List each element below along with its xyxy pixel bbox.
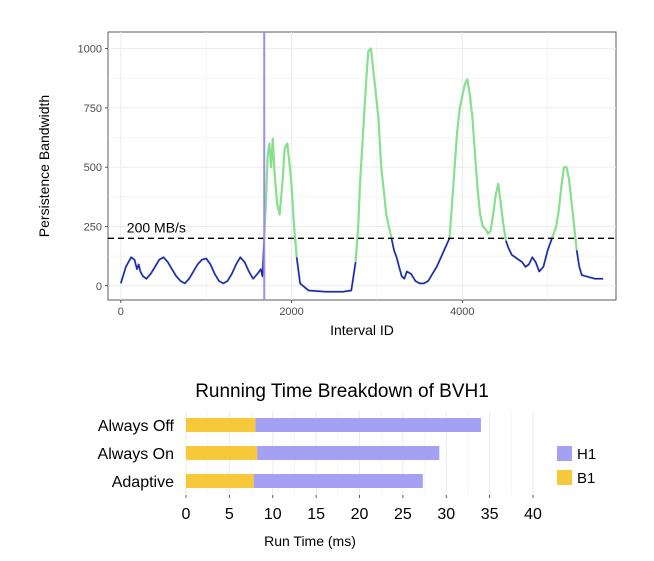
y-tick-label: 0 <box>96 281 102 293</box>
x-axis-title: Interval ID <box>330 322 394 338</box>
bar-x-tick-label: 0 <box>182 506 191 523</box>
series-line-low <box>120 237 604 293</box>
bar-marks <box>186 418 481 488</box>
bar-x-tick-labels: 0 5 10 15 20 25 30 35 40 <box>182 495 542 523</box>
category-label: Adaptive <box>112 474 174 491</box>
bar-x-tick-label: 30 <box>437 506 455 523</box>
y-tick-label: 250 <box>84 221 102 233</box>
y-tick-label: 1000 <box>78 44 102 56</box>
legend-label: H1 <box>577 446 596 463</box>
bar-x-tick-label: 40 <box>524 506 542 523</box>
bar-segment-h1 <box>255 418 481 432</box>
category-labels: Always Off Always On Adaptive <box>98 418 175 491</box>
bar-x-tick-label: 25 <box>394 506 412 523</box>
x-tick-label: 4000 <box>450 306 474 318</box>
threshold-label: 200 MB/s <box>127 219 186 235</box>
legend-label: B1 <box>577 470 595 487</box>
bar-x-tick-label: 10 <box>264 506 282 523</box>
runtime-bar-chart: Running Time Breakdown of BVH1 Always Of… <box>98 381 597 549</box>
bar-segment-b1 <box>186 418 256 432</box>
bar-segment-b1 <box>186 446 258 460</box>
bar-segment-h1 <box>257 446 440 460</box>
bar-x-axis-title: Run Time (ms) <box>264 533 356 549</box>
bar-segment-b1 <box>186 474 254 488</box>
grid-lines <box>108 32 616 300</box>
bar-x-tick-label: 20 <box>351 506 369 523</box>
chart-title: Running Time Breakdown of BVH1 <box>195 381 489 402</box>
series-lines <box>119 47 604 293</box>
x-tick-labels: 0 2000 4000 <box>118 300 475 318</box>
category-label: Always Off <box>98 418 175 435</box>
x-tick-label: 0 <box>118 306 124 318</box>
y-tick-labels: 0 250 500 750 1000 <box>78 44 108 293</box>
bar-x-tick-label: 15 <box>307 506 325 523</box>
bar-x-tick-label: 35 <box>481 506 499 523</box>
bar-x-tick-label: 5 <box>225 506 234 523</box>
legend-swatch-b1 <box>557 470 572 485</box>
bandwidth-line-chart: 200 MB/s 0 2000 4000 0 250 500 750 1000 Interv… <box>36 31 617 338</box>
legend-swatch-h1 <box>557 446 572 461</box>
bar-segment-h1 <box>253 474 423 488</box>
y-axis-title: Persistence Bandwidth <box>36 95 52 237</box>
y-tick-label: 500 <box>84 162 102 174</box>
category-label: Always On <box>98 446 174 463</box>
x-tick-label: 2000 <box>279 306 303 318</box>
y-tick-label: 750 <box>84 103 102 115</box>
